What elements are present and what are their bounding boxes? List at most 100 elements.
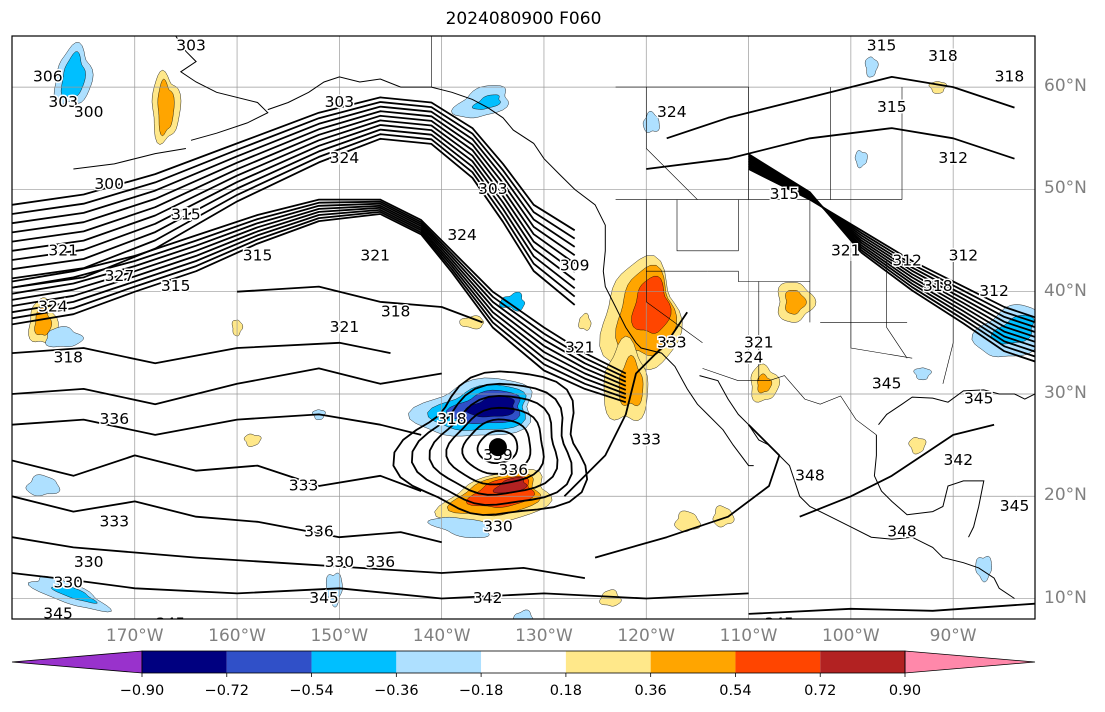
contour-label: 333	[631, 431, 661, 449]
theta-contour-line	[237, 285, 483, 324]
cyclone-contour	[445, 406, 545, 486]
anomaly-shading	[231, 319, 243, 337]
contour-label: 309	[560, 257, 590, 275]
latitude-label: 40°N	[1044, 280, 1087, 301]
contour-label: 324	[657, 103, 687, 121]
colorbar-segment	[142, 651, 227, 673]
contour-label: 303	[478, 180, 508, 198]
longitude-label: 160°W	[208, 626, 266, 646]
longitude-label: 110°W	[719, 626, 778, 646]
political-border	[676, 199, 739, 252]
anomaly-shading	[908, 437, 927, 455]
longitude-label: 140°W	[412, 626, 471, 646]
theta-contour-line	[12, 209, 627, 395]
cyclone-contour	[410, 382, 573, 506]
anomaly-shading	[25, 474, 61, 497]
theta-contour-line	[594, 424, 781, 559]
theta-contour-line	[12, 204, 627, 387]
contour-label: 318	[923, 277, 953, 295]
contour-label: 321	[744, 333, 774, 351]
contour-label: 318	[437, 410, 467, 428]
colorbar-label: 0.36	[634, 683, 667, 699]
theta-contour-line	[12, 572, 749, 600]
colorbar-segment	[226, 651, 312, 673]
contour-label: 321	[360, 246, 390, 264]
colorbar	[11, 650, 1036, 677]
theta-contour-line	[12, 96, 576, 232]
contour-labels: 3033063033003003033243033243093213153213…	[32, 36, 1031, 633]
contour-label: 312	[979, 282, 1009, 300]
contour-label: 336	[100, 410, 130, 428]
theta-contour-line	[646, 127, 1015, 170]
contour-label: 321	[330, 318, 360, 336]
colorbar-segment	[396, 651, 482, 673]
colorbar-segment	[311, 651, 397, 673]
theta-contour-line	[12, 133, 576, 298]
longitude-label: 150°W	[310, 626, 369, 646]
anomaly-shading	[854, 150, 868, 169]
contour-label: 303	[176, 37, 206, 55]
theta-contour-line	[12, 211, 627, 399]
contour-label: 321	[565, 338, 595, 356]
coastline	[73, 148, 186, 170]
theta-contour-line	[12, 213, 627, 404]
contour-label: 345	[43, 604, 73, 622]
contour-label: 318	[928, 47, 958, 65]
anomaly-shading	[243, 433, 262, 447]
contour-label: 345	[872, 374, 902, 392]
coastline	[175, 36, 269, 141]
map-title: 2024080900 F060	[445, 9, 602, 29]
theta-contour-line	[12, 202, 627, 383]
contour-label: 315	[171, 205, 201, 223]
contour-label: 303	[48, 93, 78, 111]
colorbar-extend-high	[904, 650, 1036, 674]
colorbar-label: −0.36	[374, 683, 419, 699]
contour-label: 330	[53, 574, 83, 592]
theta-contour-line	[12, 119, 576, 273]
contour-label: 318	[381, 303, 411, 321]
coastline	[878, 389, 1035, 426]
contour-label: 345	[309, 589, 339, 607]
longitude-label: 90°W	[929, 626, 977, 646]
contour-label: 312	[949, 246, 979, 264]
contour-label: 336	[498, 461, 528, 479]
colorbar-segment	[650, 651, 736, 673]
contour-label: 300	[94, 175, 124, 193]
theta-contour-line	[12, 200, 627, 379]
contour-label: 345	[764, 615, 794, 633]
anomaly-shading	[578, 312, 592, 331]
political-border	[707, 270, 810, 282]
contour-label: 315	[770, 185, 800, 203]
theta-contour-line	[12, 110, 576, 256]
colorbar-extend-low	[11, 650, 143, 674]
latitude-label: 60°N	[1044, 76, 1087, 97]
map-frame	[11, 35, 1036, 620]
political-border	[886, 261, 908, 359]
anomaly-shading	[459, 315, 485, 330]
contour-label: 315	[161, 277, 191, 295]
theta-contour-line	[799, 423, 995, 518]
latitude-label: 30°N	[1044, 382, 1087, 403]
theta-contour-line	[12, 198, 627, 375]
coastline	[699, 375, 1015, 599]
theta-contour-line	[666, 76, 1015, 140]
colorbar-label: 0.54	[719, 683, 752, 699]
theta-contour-line	[12, 341, 391, 365]
contour-label: 321	[831, 241, 861, 259]
theta-contour-line	[12, 454, 422, 492]
longitude-label: 120°W	[617, 626, 676, 646]
theta-contour-line	[12, 114, 576, 265]
contour-label: 315	[867, 37, 897, 55]
cyclone-contour	[476, 429, 519, 464]
political-border	[646, 271, 703, 344]
colorbar-label: 0.72	[804, 683, 837, 699]
theta-contour-line	[748, 153, 1035, 363]
colorbar-segment	[820, 651, 905, 673]
contour-label: 324	[734, 349, 764, 367]
theta-contour-line	[12, 101, 576, 240]
colorbar-segment	[735, 651, 821, 673]
political-border	[702, 368, 877, 436]
theta-contour-line	[12, 413, 422, 436]
contour-label: 336	[304, 523, 334, 541]
contour-label: 318	[53, 349, 83, 367]
